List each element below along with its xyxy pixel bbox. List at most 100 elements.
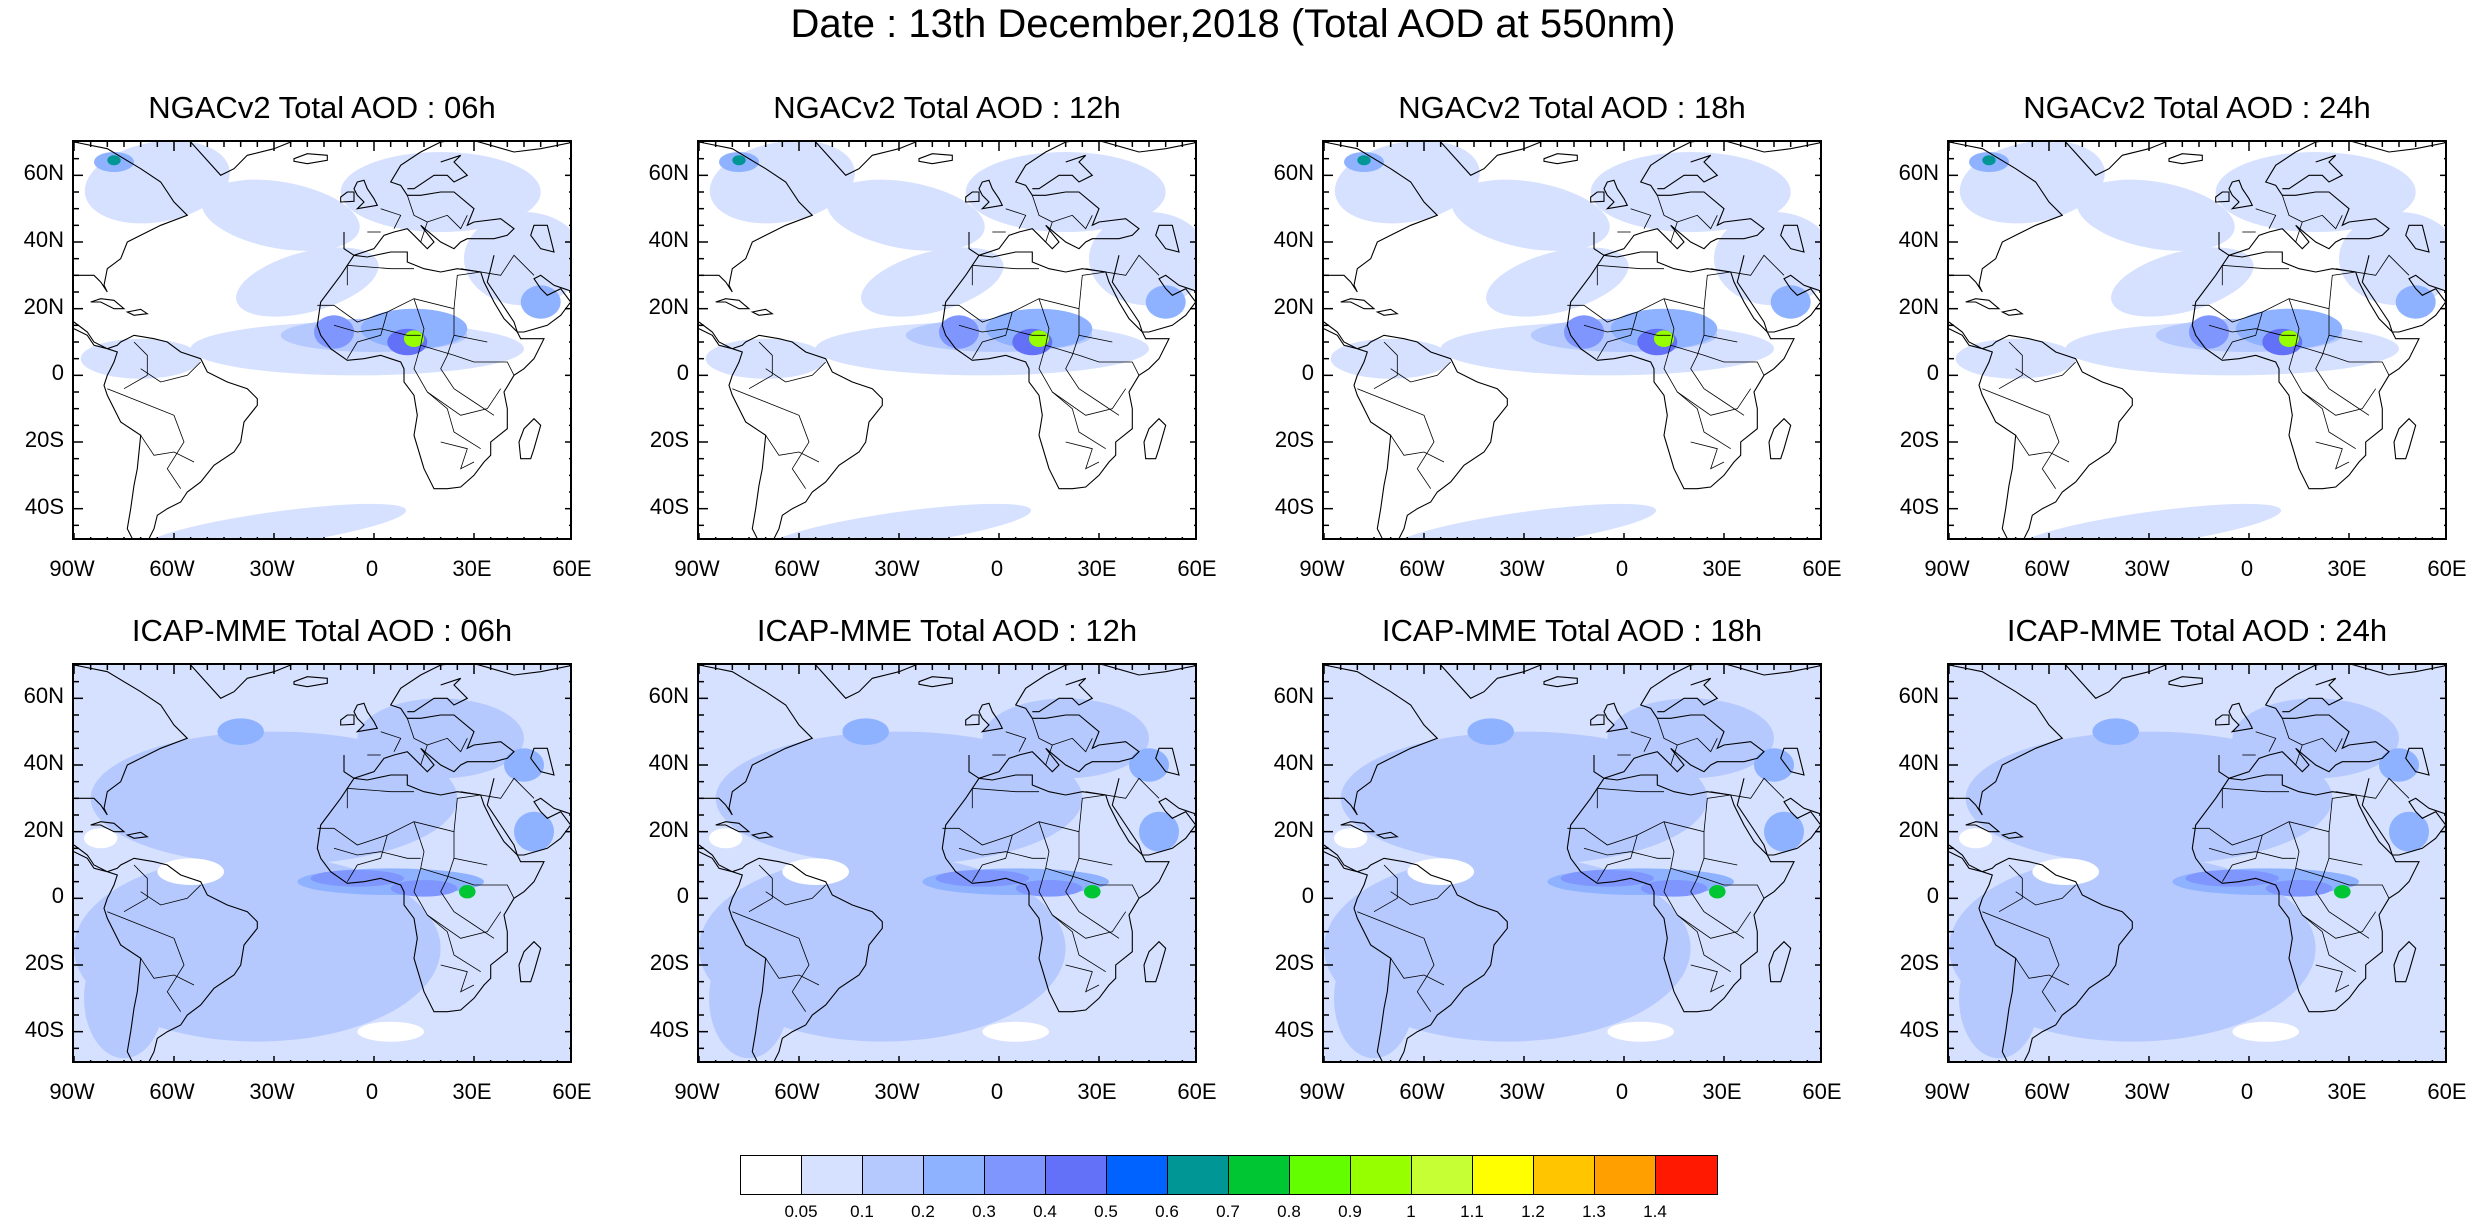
lon-tick-label: 60E: [1802, 1079, 1842, 1104]
colorbar-box: [1046, 1156, 1107, 1194]
lat-tick-label: 20N: [1898, 816, 1939, 842]
lat-tick-label: 20N: [648, 293, 689, 319]
lon-tick-label: 0: [990, 556, 1004, 581]
lat-tick-label: 40S: [649, 1016, 689, 1042]
aod-map: [72, 140, 572, 540]
lat-tick-label: 60N: [648, 160, 689, 186]
lon-tick-label: 0: [2240, 1079, 2254, 1104]
lon-tick-label: 60W: [1399, 1079, 1445, 1104]
lon-tick-label: 30W: [874, 556, 920, 581]
aod-field: [1949, 142, 2445, 538]
lon-tick-label: 30E: [452, 1079, 492, 1104]
lat-tick-label: 20S: [24, 427, 64, 452]
lon-tick-label: 60E: [552, 556, 592, 581]
lon-tick-label: 30E: [1077, 1079, 1117, 1104]
lat-tick-label: 40N: [1273, 750, 1314, 775]
panel-title: NGACv2 Total AOD : 24h: [2023, 90, 2371, 125]
lat-tick-label: 60N: [1898, 683, 1939, 709]
colorbar-label: 0.05: [784, 1202, 818, 1221]
lat-tick-label: 0: [1926, 883, 1939, 909]
aod-map: [697, 663, 1197, 1063]
lon-tick-label: 30E: [452, 556, 492, 581]
lat-tick-label: 40N: [1898, 750, 1939, 775]
lat-tick-label: 60N: [1273, 683, 1314, 709]
lon-tick-label: 0: [365, 1079, 379, 1104]
colorbar-box: [1107, 1156, 1168, 1194]
colorbar-box: [1534, 1156, 1595, 1194]
lat-tick-label: 20N: [23, 816, 64, 842]
lon-tick-label: 90W: [49, 1079, 95, 1104]
lat-tick-label: 40S: [1274, 1016, 1314, 1042]
panel-title: ICAP-MME Total AOD : 06h: [131, 613, 513, 648]
lat-tick-label: 20N: [23, 293, 64, 319]
lon-tick-label: 60W: [149, 1079, 195, 1104]
colorbar-label: 0.5: [1094, 1202, 1118, 1221]
lat-tick-label: 40N: [23, 750, 64, 775]
lon-tick-label: 90W: [49, 556, 95, 581]
colorbar-box: [1412, 1156, 1473, 1194]
colorbar-label: 1.3: [1582, 1202, 1606, 1221]
lat-tick-label: 40N: [1898, 227, 1939, 252]
lon-tick-label: 60E: [1177, 556, 1217, 581]
lat-tick-label: 40S: [1899, 493, 1939, 519]
lon-tick-label: 60E: [552, 1079, 592, 1104]
lat-tick-label: 0: [1301, 360, 1314, 386]
lat-tick-label: 40S: [1899, 1016, 1939, 1042]
lat-tick-label: 40S: [24, 493, 64, 519]
aod-field: [1324, 665, 1820, 1061]
aod-map: [1322, 663, 1822, 1063]
colorbar: [740, 1155, 1718, 1195]
colorbar-label: 0.3: [972, 1202, 996, 1221]
lat-tick-label: 20N: [1898, 293, 1939, 319]
lat-tick-label: 0: [51, 883, 64, 909]
lat-tick-label: 20S: [1899, 950, 1939, 975]
lon-tick-label: 30W: [1499, 556, 1545, 581]
lat-tick-label: 0: [1926, 360, 1939, 386]
colorbar-box: [1229, 1156, 1290, 1194]
lon-tick-label: 90W: [674, 556, 720, 581]
lat-tick-label: 60N: [1273, 160, 1314, 186]
colorbar-box: [1290, 1156, 1351, 1194]
lat-tick-label: 60N: [1898, 160, 1939, 186]
panel-title: NGACv2 Total AOD : 18h: [1398, 90, 1746, 125]
colorbar-box: [1351, 1156, 1412, 1194]
aod-field: [74, 665, 570, 1061]
aod-field: [74, 142, 570, 538]
colorbar-label: 0.4: [1033, 1202, 1057, 1221]
lon-tick-label: 60E: [2427, 1079, 2466, 1104]
lon-tick-label: 90W: [1299, 1079, 1345, 1104]
panel-title: ICAP-MME Total AOD : 12h: [756, 613, 1138, 648]
lon-tick-label: 30W: [2124, 556, 2170, 581]
lon-tick-label: 60E: [1802, 556, 1842, 581]
lon-tick-label: 30W: [249, 1079, 295, 1104]
lon-tick-label: 30E: [2327, 1079, 2367, 1104]
aod-map: [697, 140, 1197, 540]
lat-tick-label: 40N: [1273, 227, 1314, 252]
colorbar-label: 0.2: [911, 1202, 935, 1221]
aod-field: [1949, 665, 2445, 1061]
colorbar-box: [1168, 1156, 1229, 1194]
colorbar-box: [1656, 1156, 1717, 1194]
lon-tick-label: 30E: [1077, 556, 1117, 581]
lat-tick-label: 0: [676, 360, 689, 386]
colorbar-box: [741, 1156, 802, 1194]
lon-tick-label: 30E: [1702, 556, 1742, 581]
panel-title: NGACv2 Total AOD : 06h: [148, 90, 496, 125]
lat-tick-label: 20S: [649, 427, 689, 452]
main-title: Date : 13th December,2018 (Total AOD at …: [790, 2, 1676, 46]
aod-map: [72, 663, 572, 1063]
lat-tick-label: 20S: [649, 950, 689, 975]
lat-tick-label: 20N: [1273, 816, 1314, 842]
lat-tick-label: 0: [1301, 883, 1314, 909]
lon-tick-label: 60E: [2427, 556, 2466, 581]
lat-tick-label: 20S: [1274, 427, 1314, 452]
lon-tick-label: 60E: [1177, 1079, 1217, 1104]
lon-tick-label: 60W: [149, 556, 195, 581]
colorbar-label: 1.2: [1521, 1202, 1545, 1221]
lon-tick-label: 60W: [2024, 556, 2070, 581]
lat-tick-label: 20N: [648, 816, 689, 842]
lat-tick-label: 60N: [648, 683, 689, 709]
lon-tick-label: 60W: [774, 1079, 820, 1104]
panel-title: ICAP-MME Total AOD : 24h: [2006, 613, 2388, 648]
colorbar-box: [924, 1156, 985, 1194]
